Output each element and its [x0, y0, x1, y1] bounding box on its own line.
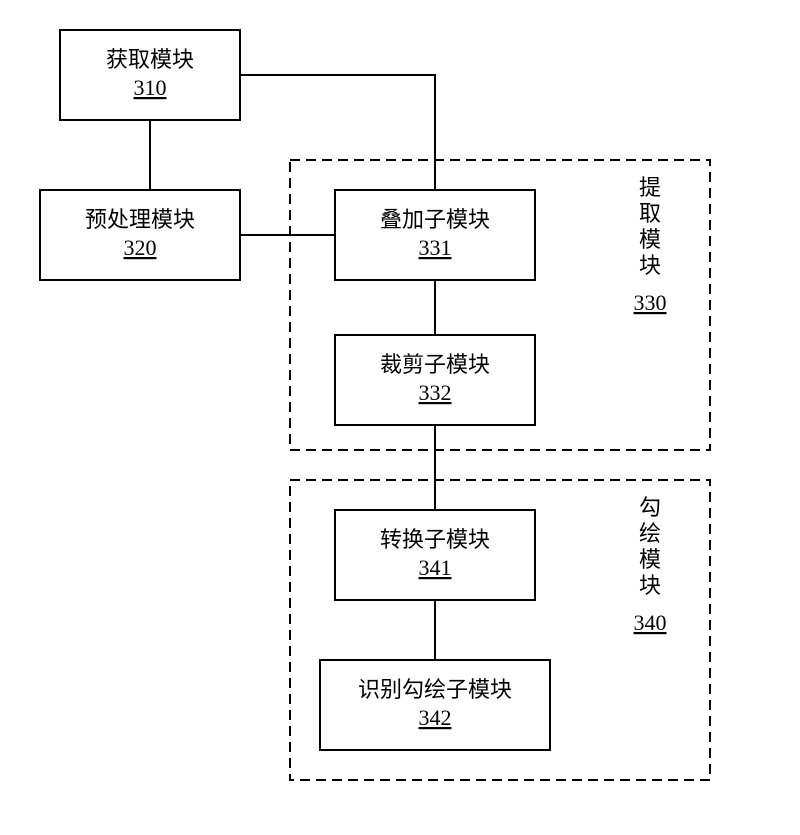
node-342-num: 342: [419, 705, 452, 730]
node-320: 预处理模块 320: [40, 190, 240, 280]
node-342: 识别勾绘子模块 342: [320, 660, 550, 750]
group-330-label: 提取模块 330: [634, 175, 667, 315]
node-341-label: 转换子模块: [380, 527, 490, 552]
node-341-num: 341: [419, 555, 452, 580]
node-341: 转换子模块 341: [335, 510, 535, 600]
node-342-label: 识别勾绘子模块: [358, 677, 512, 702]
node-320-label: 预处理模块: [85, 207, 195, 232]
node-310: 获取模块 310: [60, 30, 240, 120]
node-332-num: 332: [419, 380, 452, 405]
svg-text:块: 块: [639, 573, 661, 598]
node-331: 叠加子模块 331: [335, 190, 535, 280]
node-320-num: 320: [124, 235, 157, 260]
group-340-label: 勾绘模块 340: [634, 495, 667, 635]
svg-text:模: 模: [639, 547, 661, 572]
svg-text:提: 提: [639, 175, 661, 200]
svg-text:勾: 勾: [639, 495, 661, 520]
node-332: 裁剪子模块 332: [335, 335, 535, 425]
svg-text:340: 340: [634, 610, 667, 635]
svg-text:330: 330: [634, 290, 667, 315]
node-331-label: 叠加子模块: [380, 207, 490, 232]
svg-text:块: 块: [639, 253, 661, 278]
svg-text:绘: 绘: [639, 521, 661, 546]
node-310-label: 获取模块: [106, 47, 194, 72]
svg-text:模: 模: [639, 227, 661, 252]
node-310-num: 310: [134, 75, 167, 100]
svg-text:取: 取: [639, 201, 661, 226]
node-331-num: 331: [419, 235, 452, 260]
node-332-label: 裁剪子模块: [380, 352, 490, 377]
